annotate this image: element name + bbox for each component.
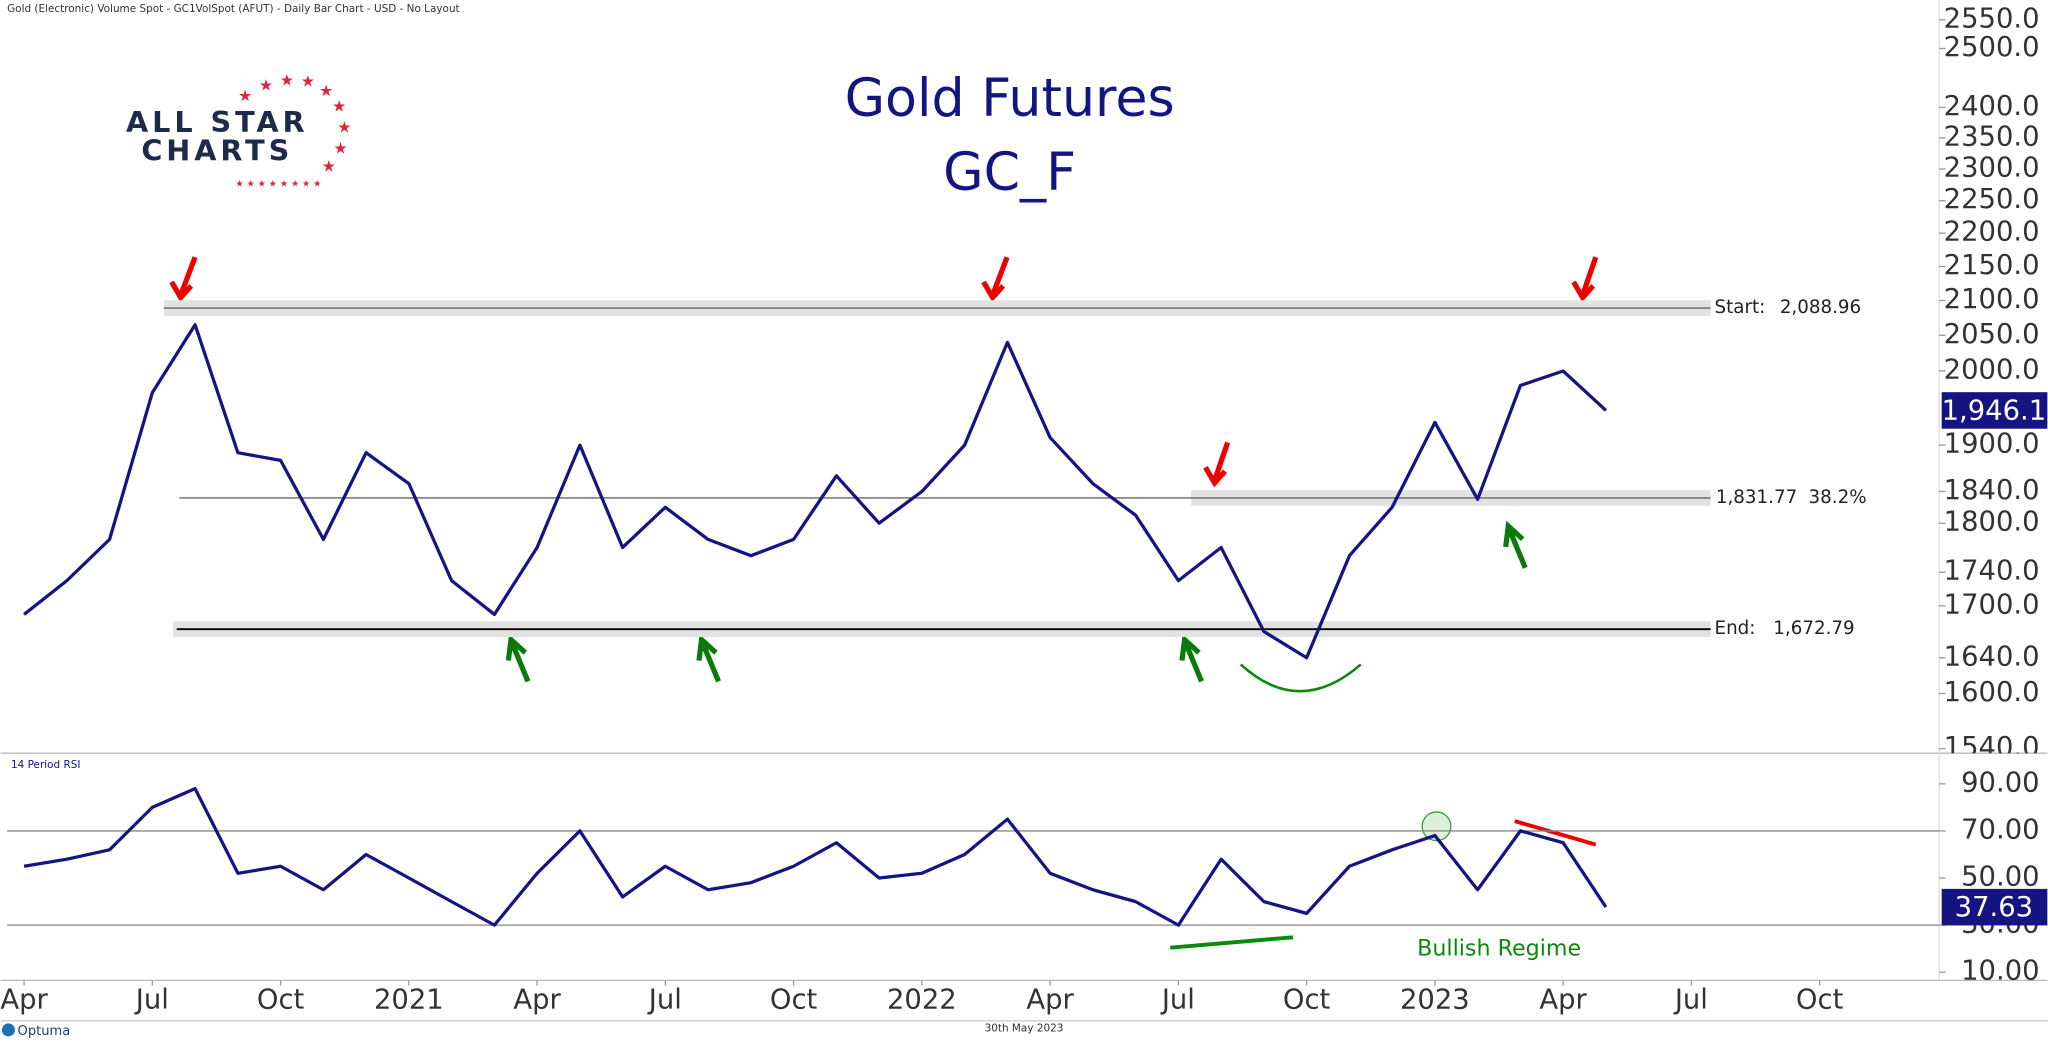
series-line	[23, 786, 1608, 927]
x-tick-label: Apr	[1539, 985, 1587, 1016]
y-tick-label: 1600.0	[1944, 677, 2040, 708]
y-tick-label: 2400.0	[1944, 91, 2040, 122]
level-text: 38.2%	[1809, 487, 1867, 508]
highlight-circle	[1421, 811, 1452, 842]
svg-text:★: ★	[319, 81, 333, 100]
y-tick-label: 1540.0	[1944, 732, 2040, 763]
level-value: 2,088.96	[1780, 297, 1861, 318]
last-value-box	[1941, 888, 2048, 926]
annotation: Bullish Regime	[1417, 936, 1581, 962]
logo: ALL STAR CHARTS ★★ ★ ★ ★★★★★ ★ ★ ★ ★ ★ ★ ★ …	[126, 70, 351, 189]
divergence-line	[1170, 935, 1294, 950]
footer-brand: Optuma	[18, 1024, 71, 1039]
y-tick-label: 2350.0	[1944, 121, 2040, 152]
svg-text:★: ★	[259, 76, 273, 95]
x-tick-label: Apr	[1026, 985, 1074, 1016]
brand-icon	[1, 1023, 15, 1037]
svg-text:★ ★ ★ ★ ★ ★ ★ ★: ★ ★ ★ ★ ★ ★ ★ ★	[236, 180, 322, 190]
x-tick-label: Oct	[770, 985, 818, 1016]
svg-text:★: ★	[333, 138, 347, 157]
x-tick-label: 2023	[1400, 985, 1470, 1016]
y-tick-label: 2500.0	[1944, 32, 2040, 63]
y-tick-label: 1800.0	[1944, 507, 2040, 538]
y-tick-label: 1900.0	[1944, 429, 2040, 460]
y-tick-label: 70.00	[1961, 814, 2039, 845]
svg-text:★: ★	[337, 117, 351, 136]
y-tick-label: 2250.0	[1944, 184, 2040, 215]
y-tick-label: 1740.0	[1944, 556, 2040, 587]
level-text: Start:	[1715, 297, 1766, 318]
x-tick-label: 2022	[887, 985, 957, 1016]
logo-line2: CHARTS	[141, 134, 293, 168]
logo-line1: ALL STAR	[126, 105, 308, 139]
y-tick-label: 1640.0	[1944, 641, 2040, 672]
footer-date: 30th May 2023	[985, 1023, 1064, 1035]
level-value: 1,831.77	[1716, 487, 1797, 508]
y-tick-label: 2100.0	[1944, 284, 2040, 315]
y-tick-label: 2550.0	[1944, 3, 2040, 34]
chart-subtitle: GC_F	[943, 143, 1076, 203]
base-arc	[1239, 663, 1362, 693]
x-tick-label: Oct	[1283, 985, 1331, 1016]
y-tick-label: 50.00	[1961, 862, 2039, 893]
x-tick-label: Jul	[134, 985, 169, 1016]
x-tick-label: Oct	[1796, 985, 1844, 1016]
y-tick-label: 90.00	[1961, 767, 2039, 798]
svg-text:★: ★	[280, 70, 294, 89]
y-tick-label: 10.00	[1961, 956, 2039, 987]
x-tick-label: Apr	[513, 985, 561, 1016]
last-value-box	[1941, 392, 2048, 429]
y-tick-label: 2050.0	[1944, 319, 2040, 350]
last-value-label: 37.63	[1955, 892, 2033, 923]
x-tick-label: 2021	[374, 985, 444, 1016]
y-tick-label: 2200.0	[1944, 217, 2040, 248]
level-text: End:	[1715, 618, 1756, 639]
y-tick-label: 1700.0	[1944, 589, 2040, 620]
x-tick-label: Oct	[257, 985, 305, 1016]
last-value-label: 1,946.1	[1942, 395, 2047, 426]
divergence-line	[1514, 819, 1597, 847]
y-tick-label: 1840.0	[1944, 475, 2040, 506]
x-tick-label: Jul	[1160, 985, 1195, 1016]
svg-text:★: ★	[332, 97, 346, 116]
y-tick-label: 2300.0	[1944, 152, 2040, 183]
chart-title: Gold Futures	[845, 69, 1175, 129]
x-tick-label: Jul	[647, 985, 682, 1016]
header: Gold (Electronic) Volume Spot - GC1VolSp…	[7, 3, 460, 15]
rsi-title: 14 Period RSI	[11, 759, 80, 771]
y-tick-label: 2150.0	[1944, 250, 2040, 281]
svg-text:★: ★	[301, 72, 315, 91]
x-tick-label: Apr	[0, 985, 48, 1016]
level-value: 1,672.79	[1773, 618, 1854, 639]
y-tick-label: 2000.0	[1944, 354, 2040, 385]
svg-text:★: ★	[322, 157, 336, 176]
series-line	[23, 323, 1608, 660]
x-tick-label: Jul	[1673, 985, 1708, 1016]
arrows	[169, 256, 1599, 683]
svg-text:★: ★	[238, 86, 252, 105]
